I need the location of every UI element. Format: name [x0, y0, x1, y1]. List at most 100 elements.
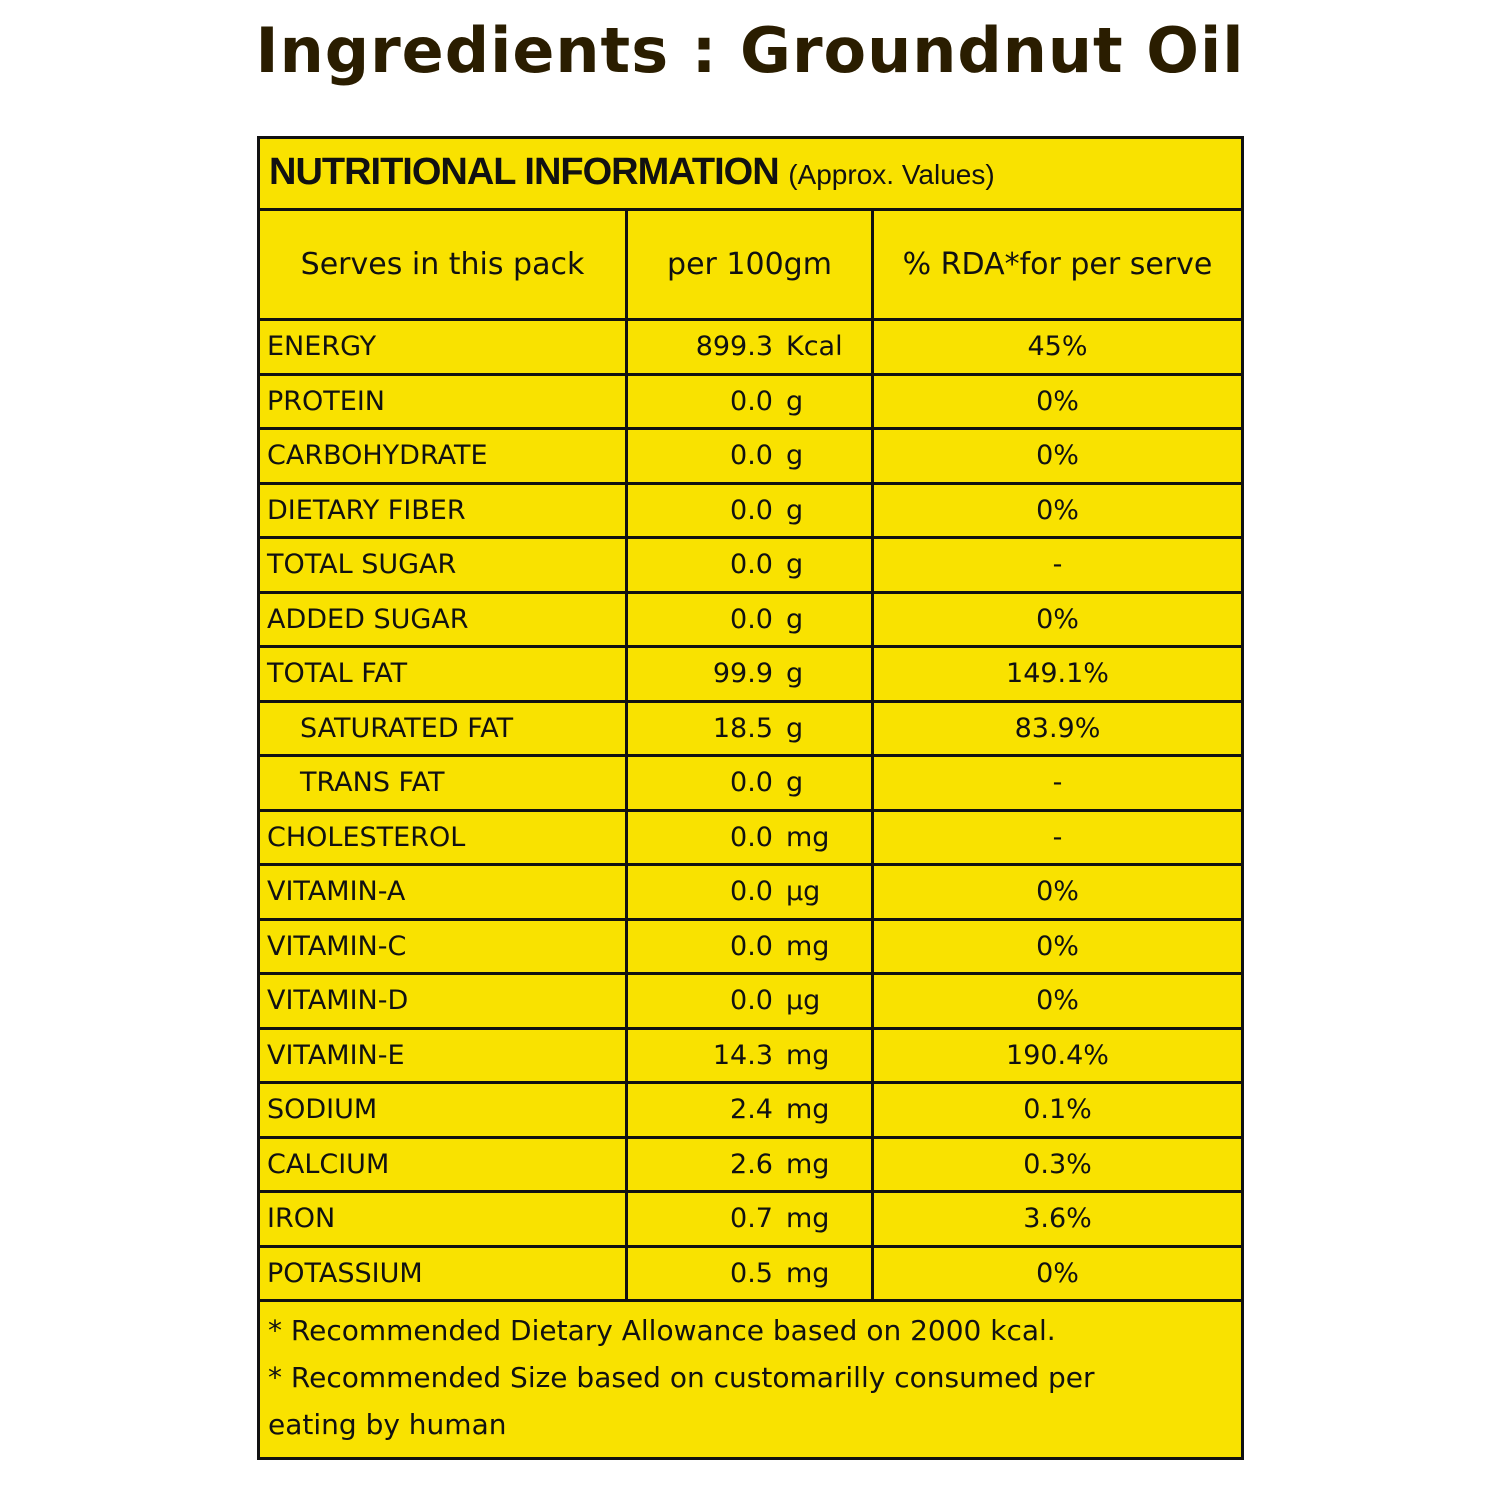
footnote: eating by human	[268, 1408, 507, 1441]
nutrient-value: 14.3	[712, 1039, 773, 1071]
nutrient-name: DIETARY FIBER	[260, 484, 628, 536]
footnote: * Recommended Dietary Allowance based on…	[268, 1314, 1056, 1347]
footnote: * Recommended Size based on customarilly…	[268, 1361, 1095, 1394]
per-100gm-cell: 18.5 g	[628, 702, 874, 754]
rda-value: 0%	[1036, 385, 1079, 417]
rda-value: -	[1052, 549, 1063, 581]
table-row: TOTAL SUGAR 0.0 g -	[260, 539, 1241, 594]
nutrient-unit: g	[786, 767, 804, 799]
per-100gm-cell: 2.4 mg	[628, 1084, 874, 1136]
nutrient-unit: g	[786, 440, 804, 472]
column-header-row: Serves in this pack per 100gm % RDA*for …	[260, 211, 1241, 321]
nutrient-unit: g	[786, 385, 804, 417]
nutrient-value: 0.0	[730, 821, 773, 853]
per-100gm-cell: 0.7 mg	[628, 1193, 874, 1245]
nutrient-value: 0.0	[730, 985, 773, 1017]
nutrient-name: VITAMIN-E	[260, 1029, 628, 1081]
nutrient-value: 0.0	[730, 603, 773, 635]
rda-value: 190.4%	[1006, 1039, 1109, 1071]
column-header-rda: % RDA*for per serve	[902, 247, 1213, 282]
table-row: VITAMIN-E 14.3 mg 190.4%	[260, 1029, 1241, 1084]
table-heading: NUTRITIONAL INFORMATION (Approx. Values)	[260, 139, 1241, 211]
heading-title: NUTRITIONAL INFORMATION	[269, 151, 780, 193]
nutrient-name: TRANS FAT	[260, 757, 628, 809]
rda-value: 0%	[1036, 1257, 1079, 1289]
nutrient-value: 18.5	[712, 712, 773, 744]
per-100gm-cell: 0.0 g	[628, 484, 874, 536]
rda-value: 83.9%	[1014, 712, 1101, 744]
rda-value: 45%	[1027, 331, 1088, 363]
table-row: PROTEIN 0.0 g 0%	[260, 375, 1241, 430]
table-row: ADDED SUGAR 0.0 g 0%	[260, 593, 1241, 648]
table-row: POTASSIUM 0.5 mg 0%	[260, 1247, 1241, 1302]
rda-value: 0%	[1036, 494, 1079, 526]
nutrient-unit: mg	[786, 1203, 830, 1235]
rda-value: -	[1052, 767, 1063, 799]
per-100gm-cell: 0.0 mg	[628, 920, 874, 972]
nutrient-value: 0.0	[730, 767, 773, 799]
table-row: CHOLESTEROL 0.0 mg -	[260, 811, 1241, 866]
per-100gm-cell: 0.0 µg	[628, 866, 874, 918]
nutrient-name: VITAMIN-D	[260, 975, 628, 1027]
nutrient-unit: µg	[786, 876, 821, 908]
nutrient-unit: g	[786, 658, 804, 690]
nutrient-value: 0.0	[730, 494, 773, 526]
nutrient-value: 0.5	[730, 1257, 773, 1289]
per-100gm-cell: 14.3 mg	[628, 1029, 874, 1081]
nutrient-value: 0.0	[730, 440, 773, 472]
nutrient-name: CALCIUM	[260, 1138, 628, 1190]
nutrient-name: TOTAL FAT	[260, 648, 628, 700]
nutrient-name: CHOLESTEROL	[260, 811, 628, 863]
per-100gm-cell: 0.0 mg	[628, 811, 874, 863]
table-row: VITAMIN-C 0.0 mg 0%	[260, 920, 1241, 975]
nutrient-name: ADDED SUGAR	[260, 593, 628, 645]
nutrient-name: SODIUM	[260, 1084, 628, 1136]
nutrient-value: 2.4	[730, 1094, 773, 1126]
heading-note: (Approx. Values)	[788, 159, 995, 190]
table-row: CARBOHYDRATE 0.0 g 0%	[260, 430, 1241, 485]
nutrient-value: 0.0	[730, 876, 773, 908]
per-100gm-cell: 0.0 g	[628, 539, 874, 591]
rda-value: 0.1%	[1023, 1094, 1092, 1126]
per-100gm-cell: 0.0 g	[628, 757, 874, 809]
table-row: ENERGY 899.3 Kcal 45%	[260, 321, 1241, 376]
nutrient-name: VITAMIN-A	[260, 866, 628, 918]
nutrient-value: 0.0	[730, 930, 773, 962]
nutrient-unit: g	[786, 603, 804, 635]
nutrient-value: 0.0	[730, 385, 773, 417]
nutrient-name: PROTEIN	[260, 375, 628, 427]
nutrient-unit: mg	[786, 821, 830, 853]
page-title: Ingredients : Groundnut Oil	[255, 14, 1245, 87]
heading-text: NUTRITIONAL INFORMATION (Approx. Values)	[269, 151, 995, 194]
nutrient-unit: g	[786, 494, 804, 526]
table-row: TOTAL FAT 99.9 g 149.1%	[260, 648, 1241, 703]
nutrient-name: POTASSIUM	[260, 1247, 628, 1299]
table-row: TRANS FAT 0.0 g -	[260, 757, 1241, 812]
nutrient-name: TOTAL SUGAR	[260, 539, 628, 591]
per-100gm-cell: 0.0 g	[628, 593, 874, 645]
rda-value: 149.1%	[1006, 658, 1109, 690]
nutrient-unit: mg	[786, 1094, 830, 1126]
nutrient-name: IRON	[260, 1193, 628, 1245]
table-row: VITAMIN-A 0.0 µg 0%	[260, 866, 1241, 921]
rda-value: -	[1052, 821, 1063, 853]
per-100gm-cell: 0.5 mg	[628, 1247, 874, 1299]
rda-value: 0%	[1036, 876, 1079, 908]
nutrient-unit: mg	[786, 1257, 830, 1289]
nutrient-value: 899.3	[695, 331, 773, 363]
column-header-per-100gm: per 100gm	[628, 211, 874, 318]
per-100gm-cell: 0.0 µg	[628, 975, 874, 1027]
nutrient-name: VITAMIN-C	[260, 920, 628, 972]
rda-value: 3.6%	[1023, 1203, 1092, 1235]
table-row: SODIUM 2.4 mg 0.1%	[260, 1084, 1241, 1139]
nutrient-value: 0.0	[730, 549, 773, 581]
nutrient-unit: mg	[786, 930, 830, 962]
nutrient-name: SATURATED FAT	[260, 702, 628, 754]
footnotes: * Recommended Dietary Allowance based on…	[268, 1307, 1095, 1448]
nutrient-name: CARBOHYDRATE	[260, 430, 628, 482]
per-100gm-cell: 99.9 g	[628, 648, 874, 700]
rda-value: 0%	[1036, 930, 1079, 962]
nutrient-unit: mg	[786, 1039, 830, 1071]
nutrient-unit: mg	[786, 1148, 830, 1180]
table-row: VITAMIN-D 0.0 µg 0%	[260, 975, 1241, 1030]
